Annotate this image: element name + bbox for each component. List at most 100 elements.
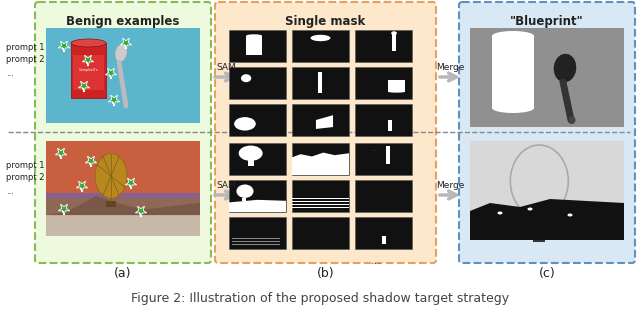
Bar bbox=[388, 120, 392, 131]
FancyBboxPatch shape bbox=[35, 2, 211, 263]
Bar bbox=[292, 180, 349, 212]
Bar bbox=[492, 36, 534, 108]
Polygon shape bbox=[108, 95, 120, 106]
Ellipse shape bbox=[492, 31, 534, 41]
Bar bbox=[392, 33, 396, 51]
Bar bbox=[470, 28, 624, 127]
Bar bbox=[46, 28, 200, 123]
Bar bbox=[355, 67, 412, 99]
Bar bbox=[318, 72, 322, 93]
Text: prompt 2: prompt 2 bbox=[6, 173, 45, 183]
Ellipse shape bbox=[497, 211, 502, 215]
Text: ...: ... bbox=[371, 256, 382, 266]
Bar bbox=[292, 204, 349, 205]
Bar bbox=[73, 55, 104, 90]
Ellipse shape bbox=[391, 31, 397, 35]
Text: Figure 2: Illustration of the proposed shadow target strategy: Figure 2: Illustration of the proposed s… bbox=[131, 292, 509, 305]
Bar bbox=[46, 215, 200, 236]
Polygon shape bbox=[78, 81, 90, 92]
Polygon shape bbox=[85, 156, 97, 167]
Bar bbox=[232, 238, 280, 239]
Ellipse shape bbox=[71, 39, 106, 47]
Bar bbox=[355, 104, 412, 136]
Bar bbox=[292, 217, 349, 249]
Ellipse shape bbox=[95, 153, 127, 198]
Polygon shape bbox=[58, 204, 70, 215]
Ellipse shape bbox=[527, 208, 532, 210]
Bar bbox=[382, 236, 386, 244]
Bar bbox=[470, 141, 624, 240]
Polygon shape bbox=[55, 148, 67, 159]
FancyBboxPatch shape bbox=[459, 2, 635, 263]
Bar bbox=[292, 201, 349, 202]
Bar bbox=[292, 104, 349, 136]
Text: ...: ... bbox=[6, 68, 14, 77]
Text: Merge: Merge bbox=[436, 63, 464, 73]
Polygon shape bbox=[76, 181, 88, 192]
Ellipse shape bbox=[234, 117, 256, 131]
Ellipse shape bbox=[388, 91, 405, 93]
Ellipse shape bbox=[554, 54, 576, 82]
Bar bbox=[232, 241, 280, 242]
Bar bbox=[355, 30, 412, 62]
Polygon shape bbox=[229, 200, 286, 212]
Polygon shape bbox=[316, 115, 333, 129]
Text: Single mask: Single mask bbox=[285, 15, 365, 28]
Bar bbox=[229, 143, 286, 175]
Bar bbox=[246, 36, 262, 55]
Polygon shape bbox=[106, 68, 116, 79]
Bar bbox=[355, 143, 412, 175]
Bar bbox=[46, 193, 200, 236]
Text: prompt 1: prompt 1 bbox=[6, 42, 45, 51]
Bar bbox=[292, 30, 349, 62]
Bar bbox=[46, 198, 200, 236]
Polygon shape bbox=[120, 38, 132, 49]
Text: ...: ... bbox=[371, 143, 382, 153]
FancyBboxPatch shape bbox=[215, 2, 436, 263]
Ellipse shape bbox=[310, 35, 330, 41]
Text: Benign examples: Benign examples bbox=[67, 15, 180, 28]
Ellipse shape bbox=[236, 184, 253, 198]
Bar bbox=[71, 43, 106, 98]
Ellipse shape bbox=[492, 103, 534, 113]
Polygon shape bbox=[135, 206, 147, 217]
Text: (a): (a) bbox=[115, 267, 132, 280]
Bar bbox=[229, 217, 286, 249]
Text: "Blueprint": "Blueprint" bbox=[510, 15, 584, 28]
Bar bbox=[241, 197, 246, 201]
Bar bbox=[229, 104, 286, 136]
Text: SAM: SAM bbox=[216, 63, 236, 73]
Bar bbox=[229, 67, 286, 99]
Bar bbox=[292, 197, 349, 199]
Bar bbox=[292, 207, 349, 209]
Bar bbox=[232, 244, 280, 245]
Text: Campbell's: Campbell's bbox=[79, 68, 99, 73]
Polygon shape bbox=[125, 178, 137, 189]
Polygon shape bbox=[46, 196, 200, 215]
Text: SAM: SAM bbox=[216, 182, 236, 191]
Polygon shape bbox=[470, 199, 624, 240]
Text: Merge: Merge bbox=[436, 182, 464, 191]
Text: (c): (c) bbox=[539, 267, 556, 280]
Polygon shape bbox=[58, 41, 70, 52]
Polygon shape bbox=[83, 55, 93, 66]
Bar bbox=[106, 201, 116, 207]
Ellipse shape bbox=[246, 34, 262, 37]
Text: prompt 1: prompt 1 bbox=[6, 160, 45, 170]
Bar bbox=[248, 160, 253, 166]
Bar bbox=[387, 146, 390, 164]
Ellipse shape bbox=[241, 74, 252, 82]
Polygon shape bbox=[292, 152, 349, 175]
Ellipse shape bbox=[115, 44, 127, 62]
Bar bbox=[229, 180, 286, 212]
Ellipse shape bbox=[568, 116, 575, 124]
Bar bbox=[229, 30, 286, 62]
Text: ...: ... bbox=[6, 186, 14, 196]
Bar bbox=[355, 217, 412, 249]
Bar bbox=[46, 141, 200, 193]
Text: (b): (b) bbox=[317, 267, 334, 280]
Bar bbox=[533, 233, 545, 242]
Text: prompt 2: prompt 2 bbox=[6, 55, 45, 64]
Bar bbox=[292, 143, 349, 175]
Ellipse shape bbox=[239, 146, 262, 161]
